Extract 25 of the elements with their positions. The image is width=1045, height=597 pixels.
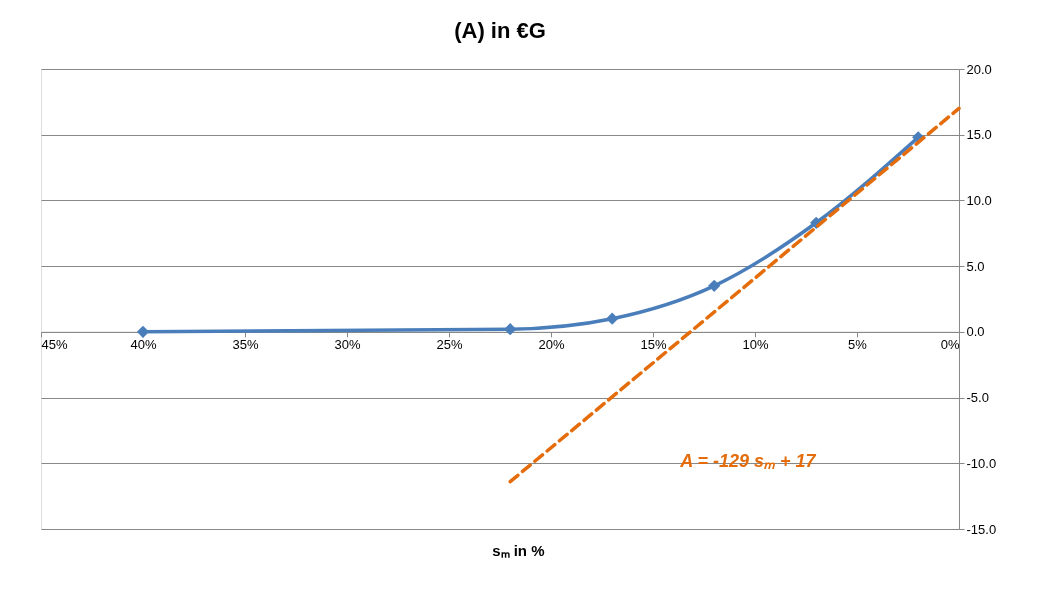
y-tick-label: 0.0 [966, 324, 985, 340]
point [606, 312, 619, 325]
y-tick-label: 20.0 [966, 61, 992, 77]
y-tick-label: -5.0 [966, 390, 989, 406]
x-tick-label: 45% [41, 337, 68, 353]
x-tick-label: 5% [848, 337, 868, 353]
point [504, 323, 517, 336]
chart-title: (A) in €G [454, 18, 546, 43]
point [136, 325, 150, 338]
x-tick-label: 10% [742, 337, 769, 353]
x-tick-label: 20% [538, 337, 565, 353]
x-tick-label: 0% [940, 337, 960, 353]
y-tick-label: -10.0 [966, 455, 997, 471]
x-tick-label: 40% [130, 337, 157, 353]
x-axis-title: sₘ in % [492, 542, 545, 559]
x-tick-label: 25% [436, 337, 463, 353]
x-tick-label: 30% [334, 337, 361, 353]
y-tick-label: 15.0 [966, 127, 992, 143]
x-tick-label: 15% [640, 337, 667, 353]
y-tick-label: -15.0 [966, 521, 997, 537]
point [708, 279, 721, 292]
annotation: A = -129 sₘ + 17 [679, 451, 817, 472]
x-tick-label: 35% [232, 337, 259, 353]
y-tick-label: 5.0 [966, 258, 985, 274]
y-tick-label: 10.0 [966, 192, 992, 208]
